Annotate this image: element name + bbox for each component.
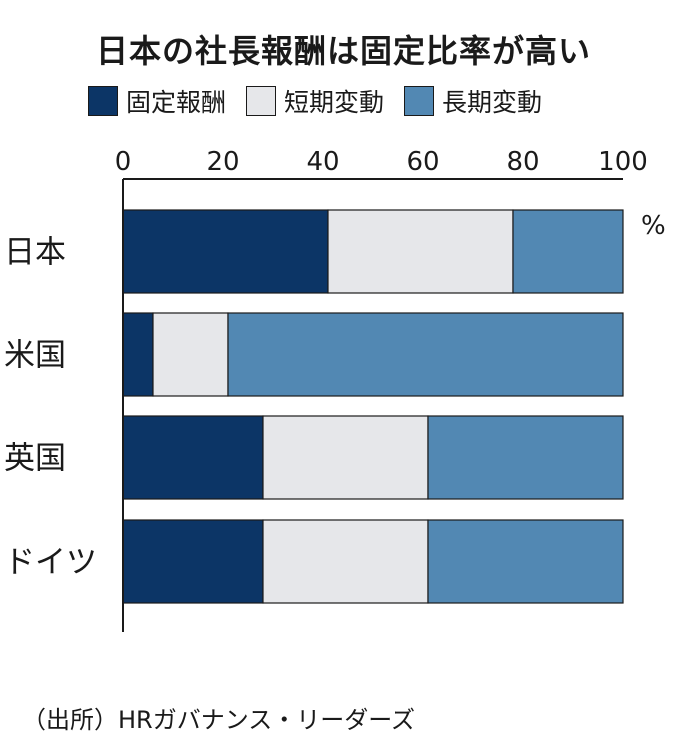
bar-segment-fixed [122,519,264,604]
x-tick-label: 40 [306,147,339,177]
bar-segment-long-term [512,209,624,294]
bar-segment-long-term [427,519,624,604]
legend-swatch-long-term [404,86,435,116]
source-note: （出所）HRガバナンス・リーダーズ [22,706,416,734]
x-tick-label: 20 [206,147,239,177]
bar-segment-fixed [122,209,329,294]
bar-segment-short-term [327,209,514,294]
legend-swatch-fixed [88,86,118,116]
legend-label-short-term: 短期変動 [284,88,385,117]
legend-item-short-term: 短期変動 [246,83,384,119]
legend-item-long-term: 長期変動 [404,83,542,119]
category-label: ドイツ [4,545,97,581]
category-label: 日本 [4,235,66,271]
unit-label: % [641,211,666,241]
bar-segment-long-term [227,312,624,397]
chart-legend: 固定報酬 短期変動 長期変動 [88,84,562,118]
bar-segment-short-term [152,312,229,397]
x-tick-label: 80 [506,147,539,177]
x-tick-label: 0 [115,147,132,177]
chart-title: 日本の社長報酬は固定比率が高い [95,32,591,70]
bar-segment-short-term [262,415,429,500]
legend-swatch-short-term [246,86,277,116]
bar-segment-fixed [122,312,154,397]
legend-label-fixed: 固定報酬 [126,88,227,117]
category-label: 英国 [4,441,66,477]
category-label: 米国 [4,338,66,374]
bar-segment-long-term [427,415,624,500]
x-tick-label: 100 [598,147,648,177]
bar-segment-short-term [262,519,429,604]
x-tick-label: 60 [406,147,439,177]
bar-segment-fixed [122,415,264,500]
legend-item-fixed: 固定報酬 [88,83,226,119]
legend-label-long-term: 長期変動 [442,88,543,117]
